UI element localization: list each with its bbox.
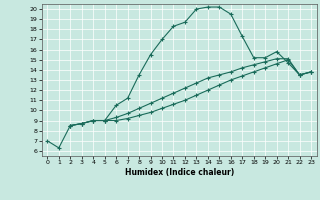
X-axis label: Humidex (Indice chaleur): Humidex (Indice chaleur)	[124, 168, 234, 177]
